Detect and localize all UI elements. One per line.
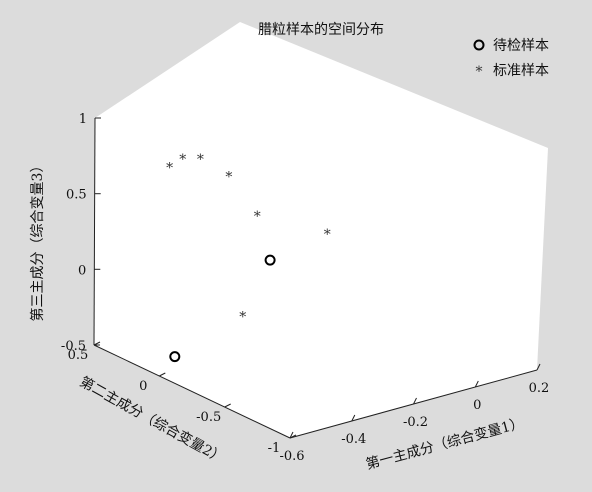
- x-tick-label: 0: [473, 398, 481, 413]
- y-tick-mark: [224, 403, 231, 408]
- y-tick-label: 0.5: [68, 348, 89, 363]
- x-tick-label: -0.6: [279, 449, 304, 464]
- data-point-standard-sample: *: [179, 152, 186, 168]
- data-point-standard-sample: *: [166, 161, 173, 177]
- x-tick-label: -0.4: [341, 432, 366, 447]
- x-tick-mark: [289, 431, 294, 439]
- legend-marker-asterisk: *: [476, 64, 483, 80]
- y-tick-mark: [289, 434, 297, 439]
- y-tick-label: -1: [268, 441, 281, 456]
- legend: 待检样本 * 标准样本: [473, 38, 549, 80]
- x-tick-mark: [351, 414, 356, 422]
- legend-marker-circle: [473, 39, 485, 51]
- x-tick-mark: [474, 380, 479, 388]
- tick-group: -0.6-0.4-0.200.2-1-0.500.5-0.500.51: [61, 112, 549, 464]
- data-point-test-sample: [264, 254, 276, 266]
- data-point-standard-sample: *: [239, 310, 246, 326]
- legend-label-test-sample: 待检样本: [493, 38, 549, 54]
- y-tick-label: -0.5: [196, 410, 221, 425]
- y-axis-line: [93, 344, 291, 439]
- z-tick-label: 1: [79, 112, 87, 127]
- legend-label-standard-sample: 标准样本: [493, 63, 549, 79]
- x-tick-mark: [536, 363, 541, 371]
- y-tick-mark: [159, 372, 166, 377]
- x-tick-label: -0.2: [403, 415, 428, 430]
- data-point-standard-sample: *: [254, 209, 261, 225]
- y-tick-label: 0: [139, 379, 147, 394]
- data-point-standard-sample: *: [324, 227, 331, 243]
- point-group: * * * * * * *: [166, 152, 331, 363]
- z-tick-label: -0.5: [61, 339, 86, 354]
- x-axis-label: 第一主成分（综合变量1）: [364, 414, 526, 473]
- data-point-standard-sample: *: [197, 152, 204, 168]
- axes-box: [94, 22, 548, 438]
- z-axis-label: 第三主成分（综合变量3）: [29, 159, 46, 322]
- x-tick-mark: [413, 397, 417, 405]
- chart-title: 腊粒样本的空间分布: [258, 22, 384, 38]
- data-point-standard-sample: *: [225, 169, 232, 185]
- x-tick-label: 0.2: [529, 381, 550, 396]
- data-point-test-sample: [169, 351, 181, 363]
- z-tick-label: 0: [78, 263, 86, 278]
- z-tick-label: 0.5: [66, 188, 87, 203]
- z-axis-line: [93, 117, 96, 346]
